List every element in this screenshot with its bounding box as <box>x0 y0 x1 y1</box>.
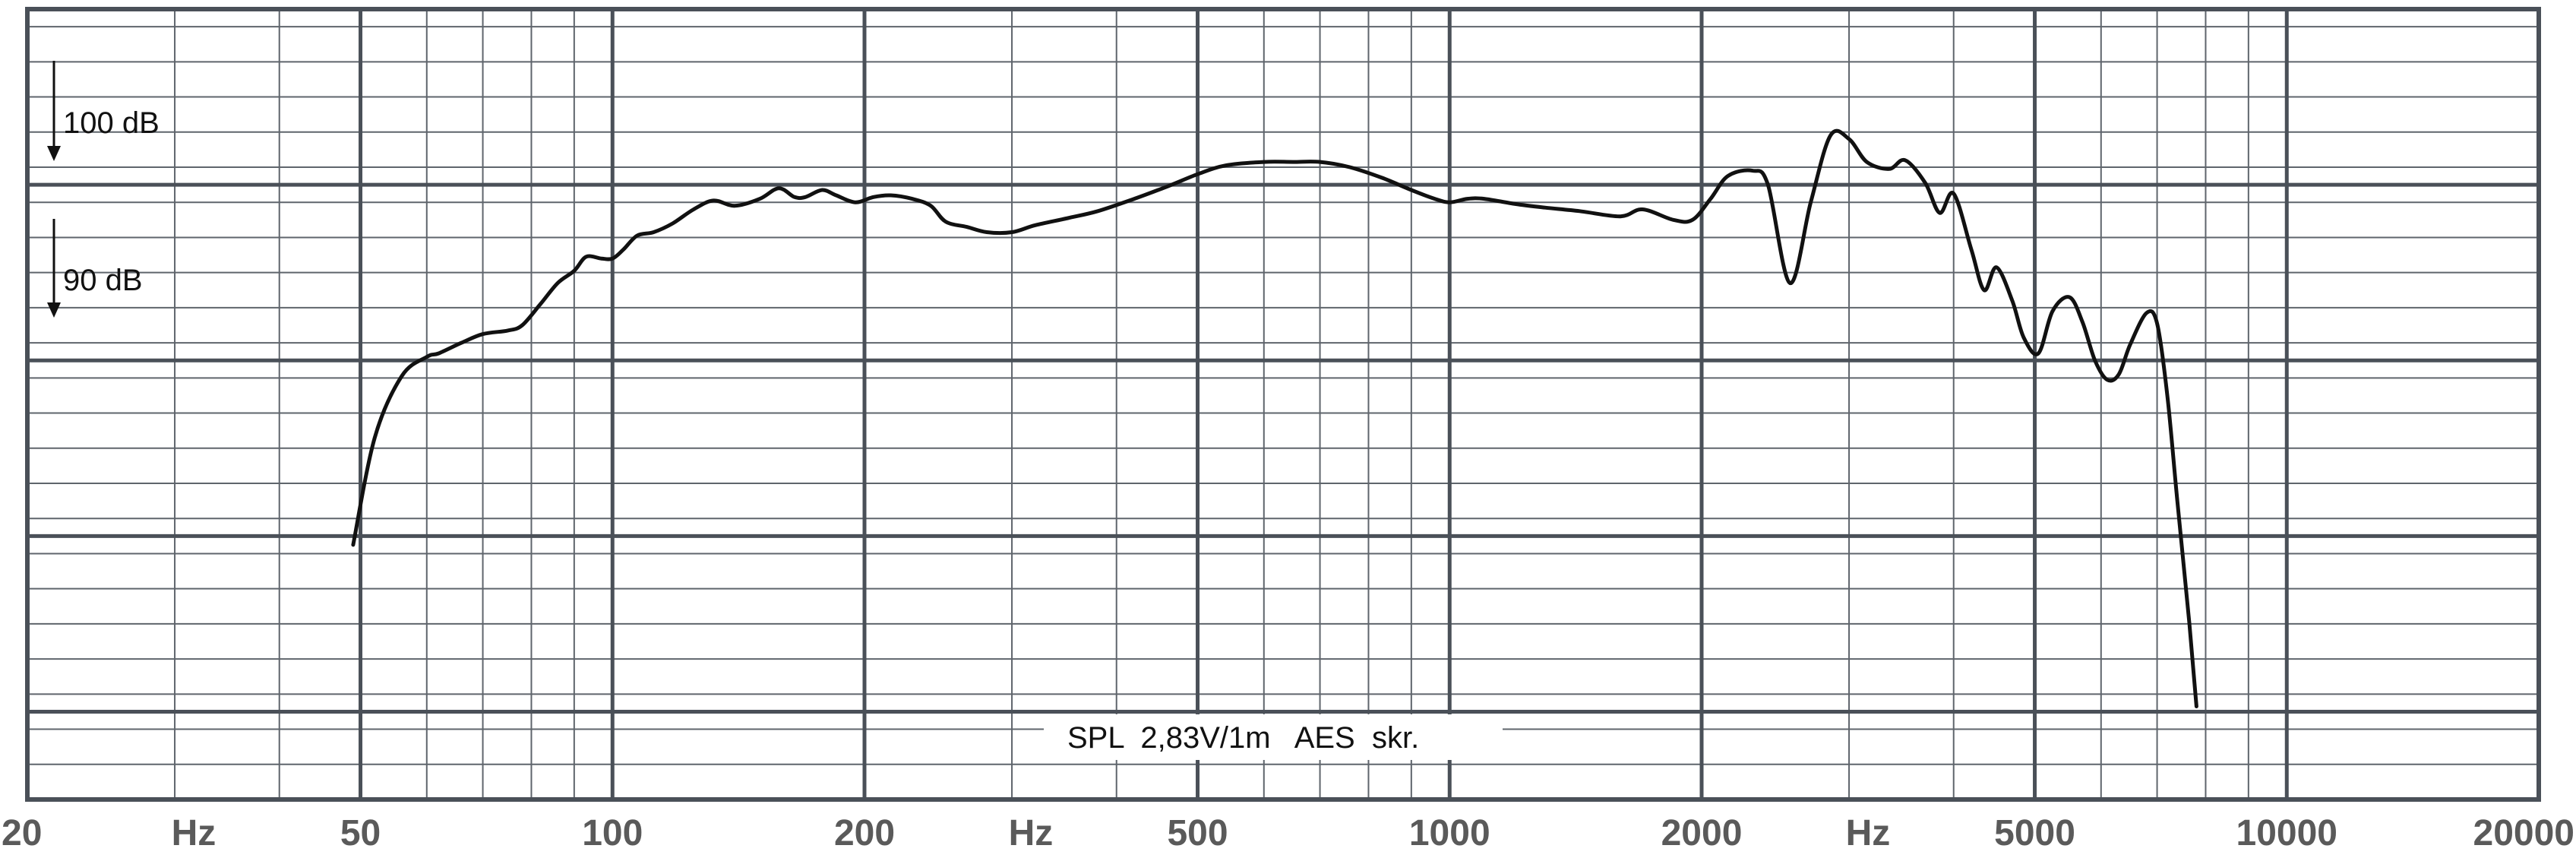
caption-background <box>1044 714 1503 760</box>
x-tick-label: 200 <box>834 813 895 853</box>
x-unit-label: Hz <box>172 813 217 853</box>
x-axis-tick-labels: 20 50 100 200 500 1000 2000 5000 10000 20000 Hz Hz H… <box>2 813 2574 853</box>
y-reference-markers: 100 dB 90 dB <box>47 61 160 318</box>
x-tick-label: 2000 <box>1661 813 1743 853</box>
x-tick-label: 20000 <box>2473 813 2574 853</box>
label-90db: 90 dB <box>63 264 143 297</box>
x-unit-label: Hz <box>1846 813 1891 853</box>
x-tick-label: 500 <box>1167 813 1228 853</box>
x-unit-label: Hz <box>1009 813 1054 853</box>
minor-grid <box>27 9 2539 800</box>
plot-background <box>27 9 2539 799</box>
plot-frame <box>25 7 2541 802</box>
caption-text: SPL 2,83V/1m AES skr. <box>1067 721 1419 755</box>
series-line-spl <box>351 128 2198 708</box>
x-tick-label: 5000 <box>1994 813 2075 853</box>
x-tick-label: 10000 <box>2236 813 2337 853</box>
caption-box: SPL 2,83V/1m AES skr. <box>1044 714 1503 760</box>
label-100db: 100 dB <box>63 106 160 140</box>
x-tick-label: 50 <box>340 813 381 853</box>
x-tick-label: 20 <box>2 813 42 853</box>
arrow-100db-head <box>47 146 61 161</box>
arrow-90db-head <box>47 302 61 318</box>
x-tick-label: 1000 <box>1409 813 1490 853</box>
x-tick-label: 100 <box>582 813 643 853</box>
